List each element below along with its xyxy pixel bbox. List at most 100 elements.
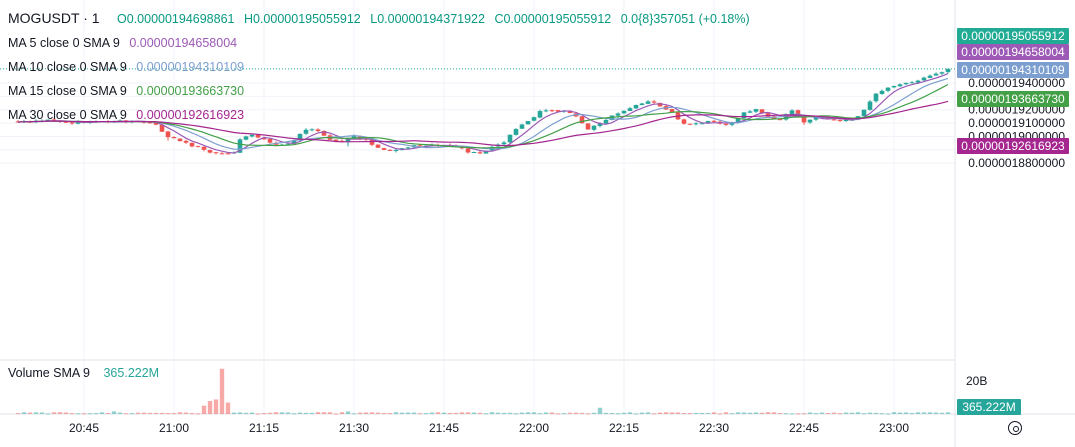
time-tick-label: 21:45: [429, 421, 459, 435]
candle: [171, 136, 177, 139]
volume-badge: 365.222M: [957, 399, 1021, 415]
candle-body: [681, 119, 687, 124]
volume-badge-bg: [957, 399, 1021, 415]
volume-bar: [669, 412, 675, 414]
gear-icon[interactable]: [1008, 421, 1022, 435]
ohlc-high: H0.00000195055912: [243, 12, 361, 26]
volume-bar: [699, 413, 705, 415]
volume-bar: [747, 412, 753, 414]
volume-bar: [711, 412, 717, 414]
candle-body: [393, 149, 399, 152]
price-badge: 0.00000193663730: [957, 91, 1069, 107]
indicator-label: MA 15 close 0 SMA 9: [8, 84, 127, 98]
volume-bar: [855, 412, 861, 414]
time-tick-label: 21:00: [159, 421, 189, 435]
candle-body: [189, 142, 195, 147]
volume-bar: [285, 412, 291, 414]
ohlc-row: MOGUSDT · 1 O0.00000194698861 H0.0000019…: [8, 6, 756, 31]
volume-bar: [141, 412, 147, 414]
volume-bar: [585, 413, 591, 415]
volume-bars: [15, 368, 951, 415]
indicator-value: 0.00000194310109: [136, 60, 245, 74]
volume-bar: [309, 412, 315, 414]
volume-bar: [39, 412, 45, 414]
volume-bar: [825, 413, 831, 415]
volume-bar: [651, 413, 657, 415]
candle: [321, 130, 327, 136]
moving-average-lines: [17, 73, 949, 154]
candle-body: [537, 111, 543, 118]
candle-body: [465, 148, 471, 153]
volume-bar: [453, 412, 459, 414]
candle-body: [69, 122, 75, 124]
symbol-title[interactable]: MOGUSDT · 1: [8, 10, 100, 26]
volume-bar: [879, 413, 885, 415]
volume-bar: [933, 412, 939, 414]
candle-body: [645, 101, 651, 104]
candle: [375, 144, 381, 149]
price-badge-text: 0.00000193663730: [961, 92, 1065, 106]
candle-body: [885, 87, 891, 91]
volume-bar: [291, 413, 297, 415]
ohlc-close: C0.00000195055912: [494, 12, 612, 26]
volume-bar: [771, 412, 777, 414]
volume-bar: [513, 413, 519, 415]
volume-bar: [621, 412, 627, 414]
candle-body: [831, 119, 837, 121]
candle: [921, 76, 927, 82]
volume-legend[interactable]: Volume SMA 9 365.222M: [8, 366, 159, 380]
candle-body: [213, 152, 219, 154]
volume-bar: [783, 413, 789, 415]
indicator-row-ma30[interactable]: MA 30 close 0 SMA 9 0.00000192616923: [8, 103, 756, 127]
price-badge-bg: [957, 44, 1069, 60]
volume-bar: [489, 412, 495, 414]
price-tick-label: 0.0000019400000: [968, 76, 1065, 90]
volume-bar: [549, 412, 555, 414]
candle: [579, 116, 585, 124]
candle-body: [351, 135, 357, 139]
volume-bar: [159, 412, 165, 414]
candle: [387, 149, 393, 151]
volume-bar: [147, 412, 153, 414]
candle-body: [243, 136, 249, 140]
candle-body: [387, 149, 393, 151]
volume-bar: [447, 412, 453, 414]
volume-bar: [759, 412, 765, 414]
indicator-row-ma15[interactable]: MA 15 close 0 SMA 9 0.00000193663730: [8, 79, 756, 103]
indicator-row-ma10[interactable]: MA 10 close 0 SMA 9 0.00000194310109: [8, 55, 756, 79]
price-badge-bg: [957, 28, 1069, 44]
volume-bar: [273, 412, 279, 414]
candle-body: [309, 129, 315, 131]
volume-bar: [765, 412, 771, 414]
indicator-row-ma5[interactable]: MA 5 close 0 SMA 9 0.00000194658004: [8, 31, 756, 55]
volume-bar: [885, 413, 891, 415]
volume-bar: [441, 412, 447, 414]
candle-body: [165, 131, 171, 138]
volume-bar: [231, 412, 237, 414]
volume-bar: [423, 413, 429, 415]
volume-bar: [465, 412, 471, 414]
candle: [933, 72, 939, 76]
volume-bar: [579, 412, 585, 414]
candle: [837, 119, 843, 122]
volume-bar: [261, 413, 267, 415]
volume-bar: [561, 413, 567, 415]
volume-bar: [831, 412, 837, 414]
candle-body: [711, 120, 717, 122]
volume-bar: [609, 413, 615, 415]
candle-body: [75, 121, 81, 124]
candle-body: [45, 119, 51, 121]
candle: [669, 108, 675, 113]
volume-bar: [81, 413, 87, 415]
volume-bar: [321, 412, 327, 414]
volume-bar: [21, 412, 27, 414]
candle: [639, 102, 645, 106]
indicator-label: MA 5 close 0 SMA 9: [8, 36, 120, 50]
price-badge: 0.00000194310109: [957, 62, 1069, 78]
price-badge-text: 0.00000195055912: [961, 29, 1065, 43]
volume-bar: [417, 413, 423, 415]
price-axis: 0.00000194000000.00000193000000.00000192…: [966, 76, 1065, 388]
volume-bar: [399, 412, 405, 414]
volume-bar: [219, 368, 225, 414]
